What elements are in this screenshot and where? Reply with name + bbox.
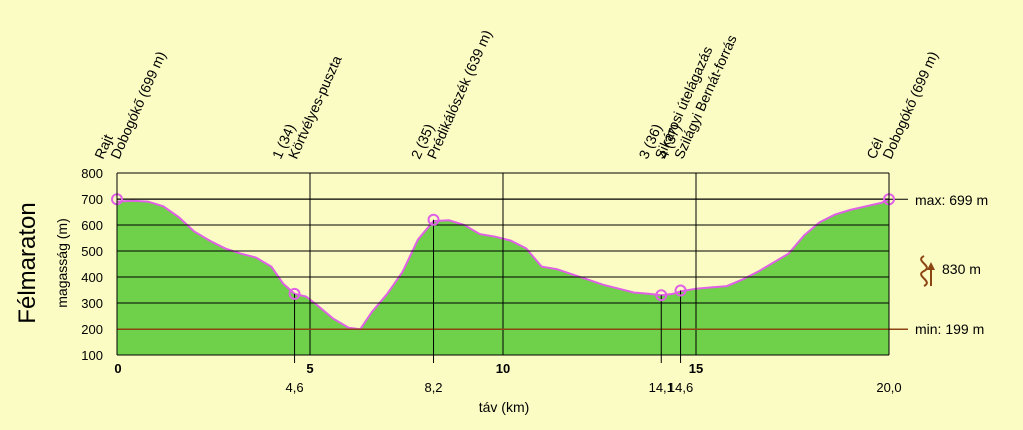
waypoint-name-line2: Körtvélyes-puszta — [285, 53, 345, 161]
waypoint-name-line2: Dobogókő (699 m) — [107, 49, 169, 161]
waypoint-name-line2: Dobogókő (699 m) — [879, 49, 941, 161]
climb-label: 830 m — [942, 261, 981, 277]
min-label: min: 199 m — [915, 321, 984, 337]
chart-title: Félmaraton — [14, 202, 41, 323]
y-tick-label: 100 — [81, 348, 103, 363]
x-tick-label: 5 — [306, 361, 313, 376]
y-tick-label: 700 — [81, 192, 103, 207]
y-tick-label: 600 — [81, 218, 103, 233]
waypoint-distance-label: 8,2 — [424, 380, 442, 395]
x-tick-label: 15 — [689, 361, 703, 376]
y-axis-label: magasság (m) — [54, 218, 70, 307]
waypoint-name-line2: Prédikálószék (639 m) — [424, 27, 495, 161]
waypoint-distance-label: 14,1 — [649, 380, 674, 395]
x-tick-label: 10 — [496, 361, 510, 376]
y-tick-label: 300 — [81, 296, 103, 311]
climb-icon — [920, 255, 935, 287]
y-tick-label: 200 — [81, 322, 103, 337]
y-tick-label: 400 — [81, 270, 103, 285]
x-tick-label: 0 — [114, 361, 121, 376]
x-axis-label: táv (km) — [479, 399, 530, 415]
waypoint-distance-label: 14,6 — [668, 380, 693, 395]
waypoint-distance-label: 20,0 — [876, 380, 901, 395]
max-label: max: 699 m — [915, 192, 988, 208]
waypoint-marker — [427, 213, 440, 226]
axes-layer: 100 200 300 400 500 600 700 800 0 5 10 15 — [81, 166, 890, 376]
waypoint-marker — [288, 287, 301, 300]
waypoint-marker — [674, 284, 687, 297]
waypoint-name-line1: Cél — [863, 136, 886, 162]
y-tick-label: 800 — [81, 166, 103, 181]
waypoint-marker — [655, 289, 668, 302]
waypoint-distance-label: 4,6 — [286, 380, 304, 395]
y-tick-label: 500 — [81, 244, 103, 259]
